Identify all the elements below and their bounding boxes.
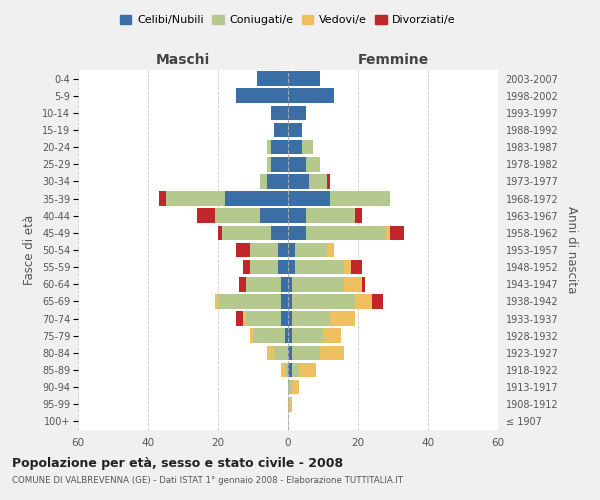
Bar: [218, 226, 221, 240]
Bar: [221, 226, 271, 240]
Bar: [288, 72, 320, 86]
Bar: [292, 380, 299, 394]
Bar: [389, 226, 404, 240]
Y-axis label: Anni di nascita: Anni di nascita: [565, 206, 578, 294]
Bar: [355, 294, 372, 308]
Bar: [386, 226, 389, 240]
Bar: [235, 88, 288, 103]
Bar: [235, 312, 242, 326]
Bar: [292, 294, 355, 308]
Bar: [257, 72, 288, 86]
Bar: [260, 174, 267, 188]
Legend: Celibi/Nubili, Coniugati/e, Vedovi/e, Divorziati/e: Celibi/Nubili, Coniugati/e, Vedovi/e, Di…: [116, 10, 460, 30]
Bar: [267, 174, 288, 188]
Bar: [235, 242, 250, 258]
Bar: [372, 294, 383, 308]
Bar: [288, 346, 292, 360]
Bar: [288, 157, 305, 172]
Bar: [215, 294, 218, 308]
Bar: [288, 328, 292, 343]
Bar: [260, 208, 288, 223]
Bar: [309, 174, 326, 188]
Text: Popolazione per età, sesso e stato civile - 2008: Popolazione per età, sesso e stato civil…: [12, 458, 343, 470]
Bar: [277, 260, 288, 274]
Bar: [288, 294, 292, 308]
Bar: [288, 106, 305, 120]
Bar: [267, 346, 274, 360]
Bar: [330, 312, 355, 326]
Bar: [158, 192, 166, 206]
Bar: [292, 328, 323, 343]
Bar: [344, 260, 351, 274]
Bar: [274, 346, 288, 360]
Bar: [281, 312, 288, 326]
Bar: [361, 277, 365, 291]
Bar: [253, 328, 284, 343]
Bar: [288, 122, 302, 138]
Bar: [292, 362, 299, 378]
Bar: [305, 226, 386, 240]
Bar: [267, 140, 271, 154]
Bar: [295, 260, 344, 274]
Bar: [288, 226, 305, 240]
Bar: [292, 312, 330, 326]
Bar: [267, 157, 271, 172]
Text: Maschi: Maschi: [156, 52, 210, 66]
Bar: [326, 174, 330, 188]
Bar: [288, 140, 302, 154]
Bar: [277, 242, 288, 258]
Bar: [344, 277, 361, 291]
Bar: [288, 362, 292, 378]
Bar: [288, 260, 295, 274]
Bar: [281, 362, 284, 378]
Bar: [274, 122, 288, 138]
Bar: [288, 242, 295, 258]
Bar: [250, 260, 277, 274]
Text: Femmine: Femmine: [358, 52, 428, 66]
Bar: [288, 174, 309, 188]
Bar: [295, 242, 326, 258]
Bar: [288, 397, 292, 411]
Bar: [326, 242, 334, 258]
Bar: [271, 140, 288, 154]
Bar: [292, 346, 320, 360]
Bar: [197, 208, 215, 223]
Bar: [288, 312, 292, 326]
Text: COMUNE DI VALBREVENNA (GE) - Dati ISTAT 1° gennaio 2008 - Elaborazione TUTTITALI: COMUNE DI VALBREVENNA (GE) - Dati ISTAT …: [12, 476, 403, 485]
Bar: [242, 260, 250, 274]
Bar: [288, 277, 292, 291]
Bar: [288, 380, 292, 394]
Bar: [271, 106, 288, 120]
Bar: [351, 260, 361, 274]
Bar: [305, 208, 355, 223]
Bar: [271, 226, 288, 240]
Bar: [292, 277, 344, 291]
Bar: [330, 192, 389, 206]
Bar: [242, 312, 246, 326]
Bar: [225, 192, 288, 206]
Bar: [246, 312, 281, 326]
Bar: [271, 157, 288, 172]
Bar: [239, 277, 246, 291]
Bar: [320, 346, 344, 360]
Bar: [355, 208, 361, 223]
Bar: [305, 157, 320, 172]
Bar: [281, 277, 288, 291]
Bar: [250, 328, 253, 343]
Y-axis label: Fasce di età: Fasce di età: [23, 215, 37, 285]
Bar: [299, 362, 316, 378]
Bar: [288, 192, 330, 206]
Bar: [302, 140, 313, 154]
Bar: [215, 208, 260, 223]
Bar: [288, 208, 305, 223]
Bar: [166, 192, 225, 206]
Bar: [284, 328, 288, 343]
Bar: [246, 277, 281, 291]
Bar: [250, 242, 277, 258]
Bar: [288, 88, 334, 103]
Bar: [284, 362, 288, 378]
Bar: [218, 294, 281, 308]
Bar: [323, 328, 341, 343]
Bar: [281, 294, 288, 308]
